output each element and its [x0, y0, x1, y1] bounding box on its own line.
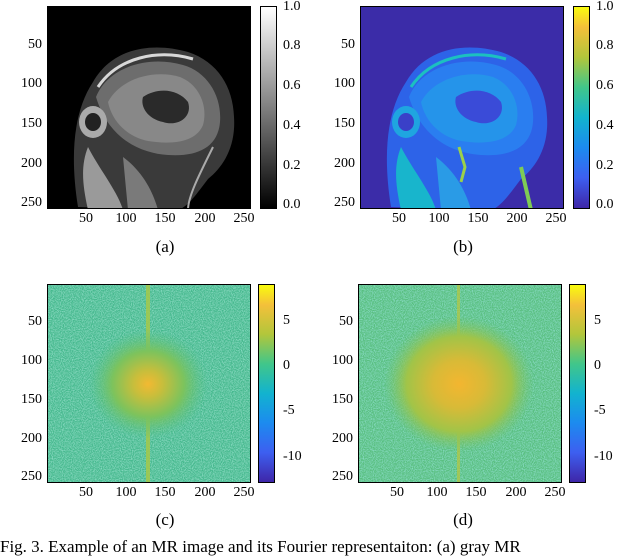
ytick-label: 50: [28, 314, 42, 329]
xtick-label: 100: [115, 485, 137, 500]
colorbar-gray: [260, 6, 277, 209]
ytick-label: 250: [21, 195, 42, 210]
fourier-spectrum-image: [48, 285, 250, 482]
colorbar-parula: [569, 284, 586, 483]
colorbar-tick-label: 0.4: [596, 118, 614, 133]
ytick-label: 150: [21, 116, 42, 131]
colorbar-parula: [573, 6, 590, 209]
fourier-spectrum-image: [359, 285, 561, 482]
image-axes-c: [47, 284, 251, 483]
colorbar-tick-label: 1.0: [283, 0, 301, 14]
xtick-label: 100: [428, 211, 450, 226]
xtick-label: 200: [506, 211, 528, 226]
colorbar-parula: [258, 284, 275, 483]
ytick-label: 150: [21, 392, 42, 407]
xtick-label: 50: [79, 211, 93, 226]
xtick-label: 50: [79, 485, 93, 500]
ytick-label: 200: [21, 431, 42, 446]
xtick-label: 250: [544, 485, 566, 500]
xtick-label: 150: [154, 211, 176, 226]
ytick-label: 250: [334, 195, 355, 210]
ytick-label: 200: [332, 431, 353, 446]
colorbar-tick-label: 0.2: [283, 158, 301, 173]
ytick-label: 50: [339, 314, 353, 329]
ytick-label: 250: [332, 469, 353, 484]
colorbar-tick-label: 0: [594, 358, 601, 373]
xtick-label: 200: [505, 485, 527, 500]
ytick-label: 150: [332, 392, 353, 407]
colorbar-tick-label: -10: [594, 449, 613, 464]
brain-mri-parula-image: [361, 7, 563, 208]
xtick-label: 200: [194, 485, 216, 500]
colorbar-tick-label: -5: [283, 403, 295, 418]
image-axes-a: [47, 6, 251, 209]
ytick-label: 100: [21, 353, 42, 368]
colorbar-tick-label: 0.2: [596, 158, 614, 173]
image-axes-b: [360, 6, 564, 209]
xtick-label: 250: [233, 211, 255, 226]
colorbar-tick-label: 5: [594, 313, 601, 328]
ytick-label: 250: [21, 469, 42, 484]
colorbar-tick-label: 0.6: [596, 78, 614, 93]
ytick-label: 150: [334, 116, 355, 131]
xtick-label: 100: [426, 485, 448, 500]
colorbar-tick-label: 0: [283, 358, 290, 373]
ytick-label: 100: [21, 76, 42, 91]
ytick-label: 200: [334, 156, 355, 171]
ytick-label: 100: [332, 353, 353, 368]
xtick-label: 50: [390, 485, 404, 500]
ytick-label: 100: [334, 76, 355, 91]
colorbar-tick-label: -5: [594, 403, 606, 418]
xtick-label: 250: [233, 485, 255, 500]
xtick-label: 200: [194, 211, 216, 226]
subfigure-label: (b): [453, 237, 473, 256]
colorbar-tick-label: 0.0: [596, 197, 614, 212]
figure-caption: Fig. 3. Example of an MR image and its F…: [0, 537, 521, 556]
colorbar-tick-label: 0.8: [283, 38, 301, 53]
colorbar-tick-label: 1.0: [596, 0, 614, 14]
xtick-label: 50: [392, 211, 406, 226]
xtick-label: 150: [154, 485, 176, 500]
xtick-label: 250: [545, 211, 567, 226]
subfigure-label: (c): [155, 510, 175, 529]
colorbar-tick-label: 0.8: [596, 38, 614, 53]
colorbar-tick-label: 0.4: [283, 118, 301, 133]
colorbar-tick-label: 5: [283, 313, 290, 328]
colorbar-tick-label: 0.0: [283, 197, 301, 212]
ytick-label: 50: [341, 37, 355, 52]
subfigure-label: (a): [155, 237, 175, 256]
xtick-label: 150: [467, 211, 489, 226]
ytick-label: 200: [21, 156, 42, 171]
colorbar-tick-label: 0.6: [283, 78, 301, 93]
xtick-label: 100: [115, 211, 137, 226]
colorbar-tick-label: -10: [283, 449, 302, 464]
image-axes-d: [358, 284, 562, 483]
brain-mri-gray-image: [48, 7, 250, 208]
subfigure-label: (d): [453, 510, 473, 529]
xtick-label: 150: [465, 485, 487, 500]
ytick-label: 50: [28, 37, 42, 52]
